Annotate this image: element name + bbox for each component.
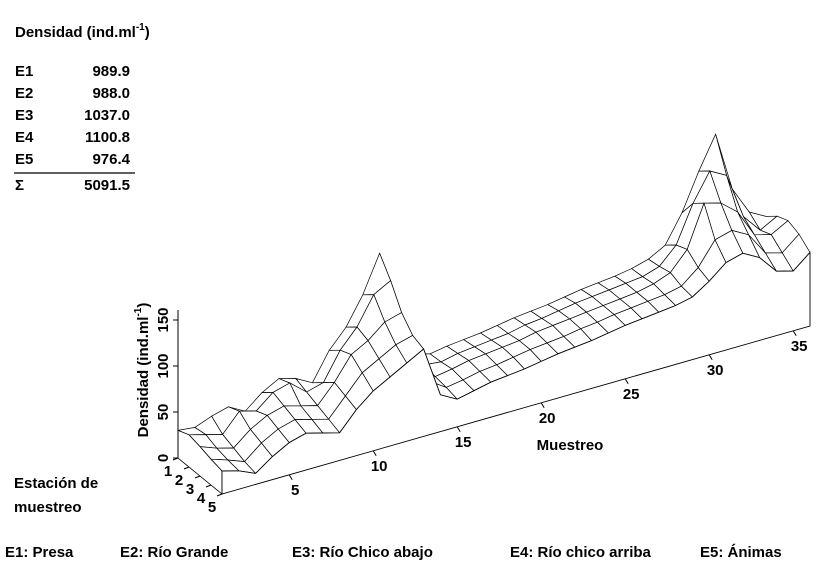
x-tick-label: 5 — [291, 482, 299, 499]
z-axis-label: Densidad (ind.ml-1) — [133, 303, 152, 438]
x-tick — [456, 426, 461, 433]
z-tick-label: 0 — [155, 454, 172, 462]
legend-entry: E3: Río Chico abajo — [292, 544, 433, 561]
summary-table: E1 989.9 E2 988.0 E3 1037.0 E4 1100.8 E5 976.4 Σ 50… — [15, 63, 131, 194]
summary-title: Densidad (ind.ml-1) — [15, 22, 150, 41]
y-tick — [194, 475, 201, 479]
x-tick-label: 30 — [707, 362, 724, 379]
x-tick — [792, 330, 797, 337]
row-key: E1 — [15, 63, 33, 80]
row-key: E2 — [15, 85, 33, 102]
row-value: 989.9 — [92, 63, 130, 80]
y-tick-label: 1 — [164, 463, 172, 480]
y-tick-label: 4 — [197, 490, 206, 507]
x-tick — [708, 354, 713, 361]
x-tick — [372, 450, 377, 457]
x-tick-label: 35 — [791, 338, 808, 355]
row-value: 976.4 — [92, 151, 130, 168]
front-wall — [221, 251, 811, 495]
row-key: E4 — [15, 129, 34, 146]
row-value: 1037.0 — [84, 107, 130, 124]
legend: E1: Presa E2: Río Grande E3: Río Chico aba… — [5, 544, 782, 561]
y-tick — [216, 493, 223, 497]
y-tick — [172, 457, 179, 461]
row-value: 988.0 — [92, 85, 130, 102]
x-tick — [540, 402, 545, 409]
z-tick-label: 50 — [155, 404, 172, 421]
z-tick-label: 150 — [155, 307, 172, 332]
total-key: Σ — [15, 177, 24, 194]
surface-cell — [698, 133, 728, 176]
y-axis-label: muestreo — [14, 499, 82, 516]
y-axis-label: Estación de — [14, 475, 98, 492]
x-axis-label: Muestreo — [537, 437, 604, 454]
y-tick-label: 2 — [175, 472, 183, 489]
zlabel-close: ) — [135, 303, 152, 308]
x-tick — [288, 474, 293, 481]
title-text: Densidad (ind.ml — [15, 24, 136, 41]
row-key: E3 — [15, 107, 33, 124]
legend-entry: E4: Río chico arriba — [510, 544, 652, 561]
x-tick-label: 10 — [371, 458, 388, 475]
x-tick-label: 25 — [623, 386, 640, 403]
y-tick — [205, 484, 212, 488]
title-sup: -1 — [136, 22, 145, 33]
legend-entry: E5: Ánimas — [700, 544, 782, 561]
title-close: ) — [145, 24, 150, 41]
y-tick-label: 5 — [208, 499, 216, 516]
legend-entry: E2: Río Grande — [120, 544, 228, 561]
y-tick — [183, 466, 190, 470]
x-tick-label: 20 — [539, 410, 556, 427]
total-value: 5091.5 — [84, 177, 130, 194]
row-key: E5 — [15, 151, 33, 168]
row-value: 1100.8 — [85, 129, 130, 146]
zlabel-sup: -1 — [133, 307, 144, 316]
x-tick-label: 15 — [455, 434, 472, 451]
z-tick-label: 100 — [155, 353, 172, 378]
x-tick — [624, 378, 629, 385]
legend-entry: E1: Presa — [5, 544, 74, 561]
y-tick-label: 3 — [186, 481, 194, 498]
zlabel-text: Densidad (ind.ml — [135, 317, 152, 438]
